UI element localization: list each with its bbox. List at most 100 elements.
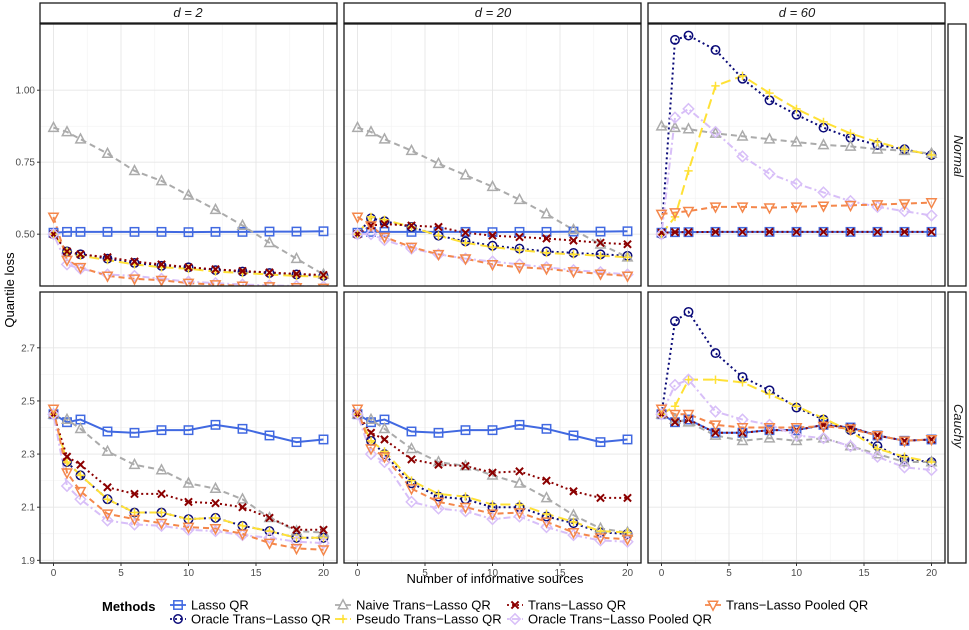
series-point-6 [61, 255, 73, 267]
legend-key-marker [510, 600, 520, 610]
series-point-4 [670, 417, 680, 427]
series-point-5 [60, 479, 74, 493]
series-point-6 [101, 509, 114, 521]
series-point-6 [74, 262, 87, 275]
panel-0-1 [343, 23, 642, 287]
series-point-4 [623, 493, 632, 503]
series-point-5 [682, 102, 695, 116]
series-point-5 [540, 520, 553, 534]
series-point-2 [540, 207, 553, 219]
series-point-2 [47, 120, 60, 133]
series-point-6 [594, 533, 607, 545]
series-point-6 [459, 254, 472, 266]
series-point-5 [668, 378, 682, 392]
series-point-3 [434, 231, 443, 240]
series-point-5 [128, 518, 141, 531]
series-point-0 [737, 226, 748, 237]
strip-box-row-1 [947, 291, 967, 564]
series-point-4 [461, 228, 470, 238]
series-point-3 [819, 117, 828, 127]
series-point-6 [567, 267, 580, 279]
series-point-5 [60, 258, 74, 271]
series-point-2 [74, 422, 87, 434]
series-point-3 [434, 489, 443, 499]
series-point-2 [101, 146, 114, 159]
y-tick-label: 0.75 [16, 158, 36, 169]
series-line-6 [356, 216, 628, 277]
series-point-0 [433, 427, 444, 438]
series-point-6 [540, 517, 553, 529]
series-point-4 [488, 231, 497, 240]
x-tick-label: 10 [183, 568, 195, 579]
series-point-2 [290, 251, 303, 264]
series-point-0 [102, 226, 113, 237]
series-line-0 [357, 230, 628, 234]
series-point-2 [540, 491, 553, 503]
series-point-6 [263, 282, 276, 286]
series-point-5 [709, 405, 722, 418]
legend-label: Lasso QR [191, 598, 249, 613]
series-point-5 [155, 519, 168, 533]
series-point-4 [319, 525, 328, 535]
series-point-0 [460, 425, 471, 436]
series-point-4 [711, 428, 720, 438]
series-point-6 [432, 249, 445, 262]
series-point-0 [568, 430, 579, 441]
series-point-0 [818, 226, 829, 237]
series-point-6 [709, 420, 722, 432]
series-point-2 [486, 179, 499, 192]
legend-key-marker [508, 612, 522, 626]
series-point-6 [763, 203, 776, 215]
series-point-2 [209, 481, 222, 494]
series-point-2 [513, 192, 526, 205]
series-point-0 [622, 434, 633, 445]
series-point-2 [790, 135, 803, 147]
series-point-4 [542, 476, 551, 485]
series-point-3 [366, 436, 376, 445]
series-point-3 [670, 402, 680, 411]
legend-item-2: Naive Trans−Lasso QR [335, 598, 491, 613]
series-point-4 [407, 221, 416, 230]
series-point-6 [459, 502, 472, 515]
series-point-3 [76, 471, 85, 480]
series-group [655, 30, 938, 241]
series-point-3 [103, 495, 112, 504]
series-point-3 [461, 238, 470, 248]
series-point-3 [488, 500, 497, 509]
legend-label: Pseudo Trans−Lasso QR [356, 612, 502, 627]
series-point-0 [406, 426, 417, 437]
series-point-3 [292, 533, 301, 542]
legend-label: Trans−Lasso QR [528, 598, 626, 613]
series-point-6 [101, 271, 114, 283]
series-point-2 [763, 431, 776, 443]
series-point-5 [871, 200, 884, 214]
series-point-0 [683, 227, 694, 238]
series-point-5 [364, 447, 378, 461]
legend-label: Naive Trans−Lasso QR [356, 598, 491, 613]
series-point-5 [925, 209, 938, 222]
series-point-5 [790, 429, 803, 442]
series-point-6 [898, 199, 911, 211]
series-point-0 [156, 425, 167, 436]
series-point-2 [155, 463, 168, 475]
series-point-4 [900, 436, 909, 446]
series-point-2 [844, 439, 857, 451]
series-point-0 [366, 226, 376, 237]
series-point-3 [380, 447, 389, 456]
series-point-6 [898, 436, 911, 448]
series-point-6 [128, 514, 141, 526]
series-point-5 [655, 407, 668, 421]
series-point-5 [317, 536, 330, 550]
series-point-4 [846, 227, 855, 237]
series-point-0 [541, 226, 552, 237]
series-point-4 [623, 239, 632, 249]
series-point-2 [365, 125, 377, 137]
series-point-4 [711, 227, 720, 237]
series-point-6 [871, 200, 884, 212]
series-point-4 [265, 268, 274, 277]
legend-item-0: Lasso QR [170, 598, 249, 613]
series-point-6 [925, 435, 938, 447]
series-point-5 [925, 463, 938, 477]
strip-box-col-2 [647, 2, 946, 24]
